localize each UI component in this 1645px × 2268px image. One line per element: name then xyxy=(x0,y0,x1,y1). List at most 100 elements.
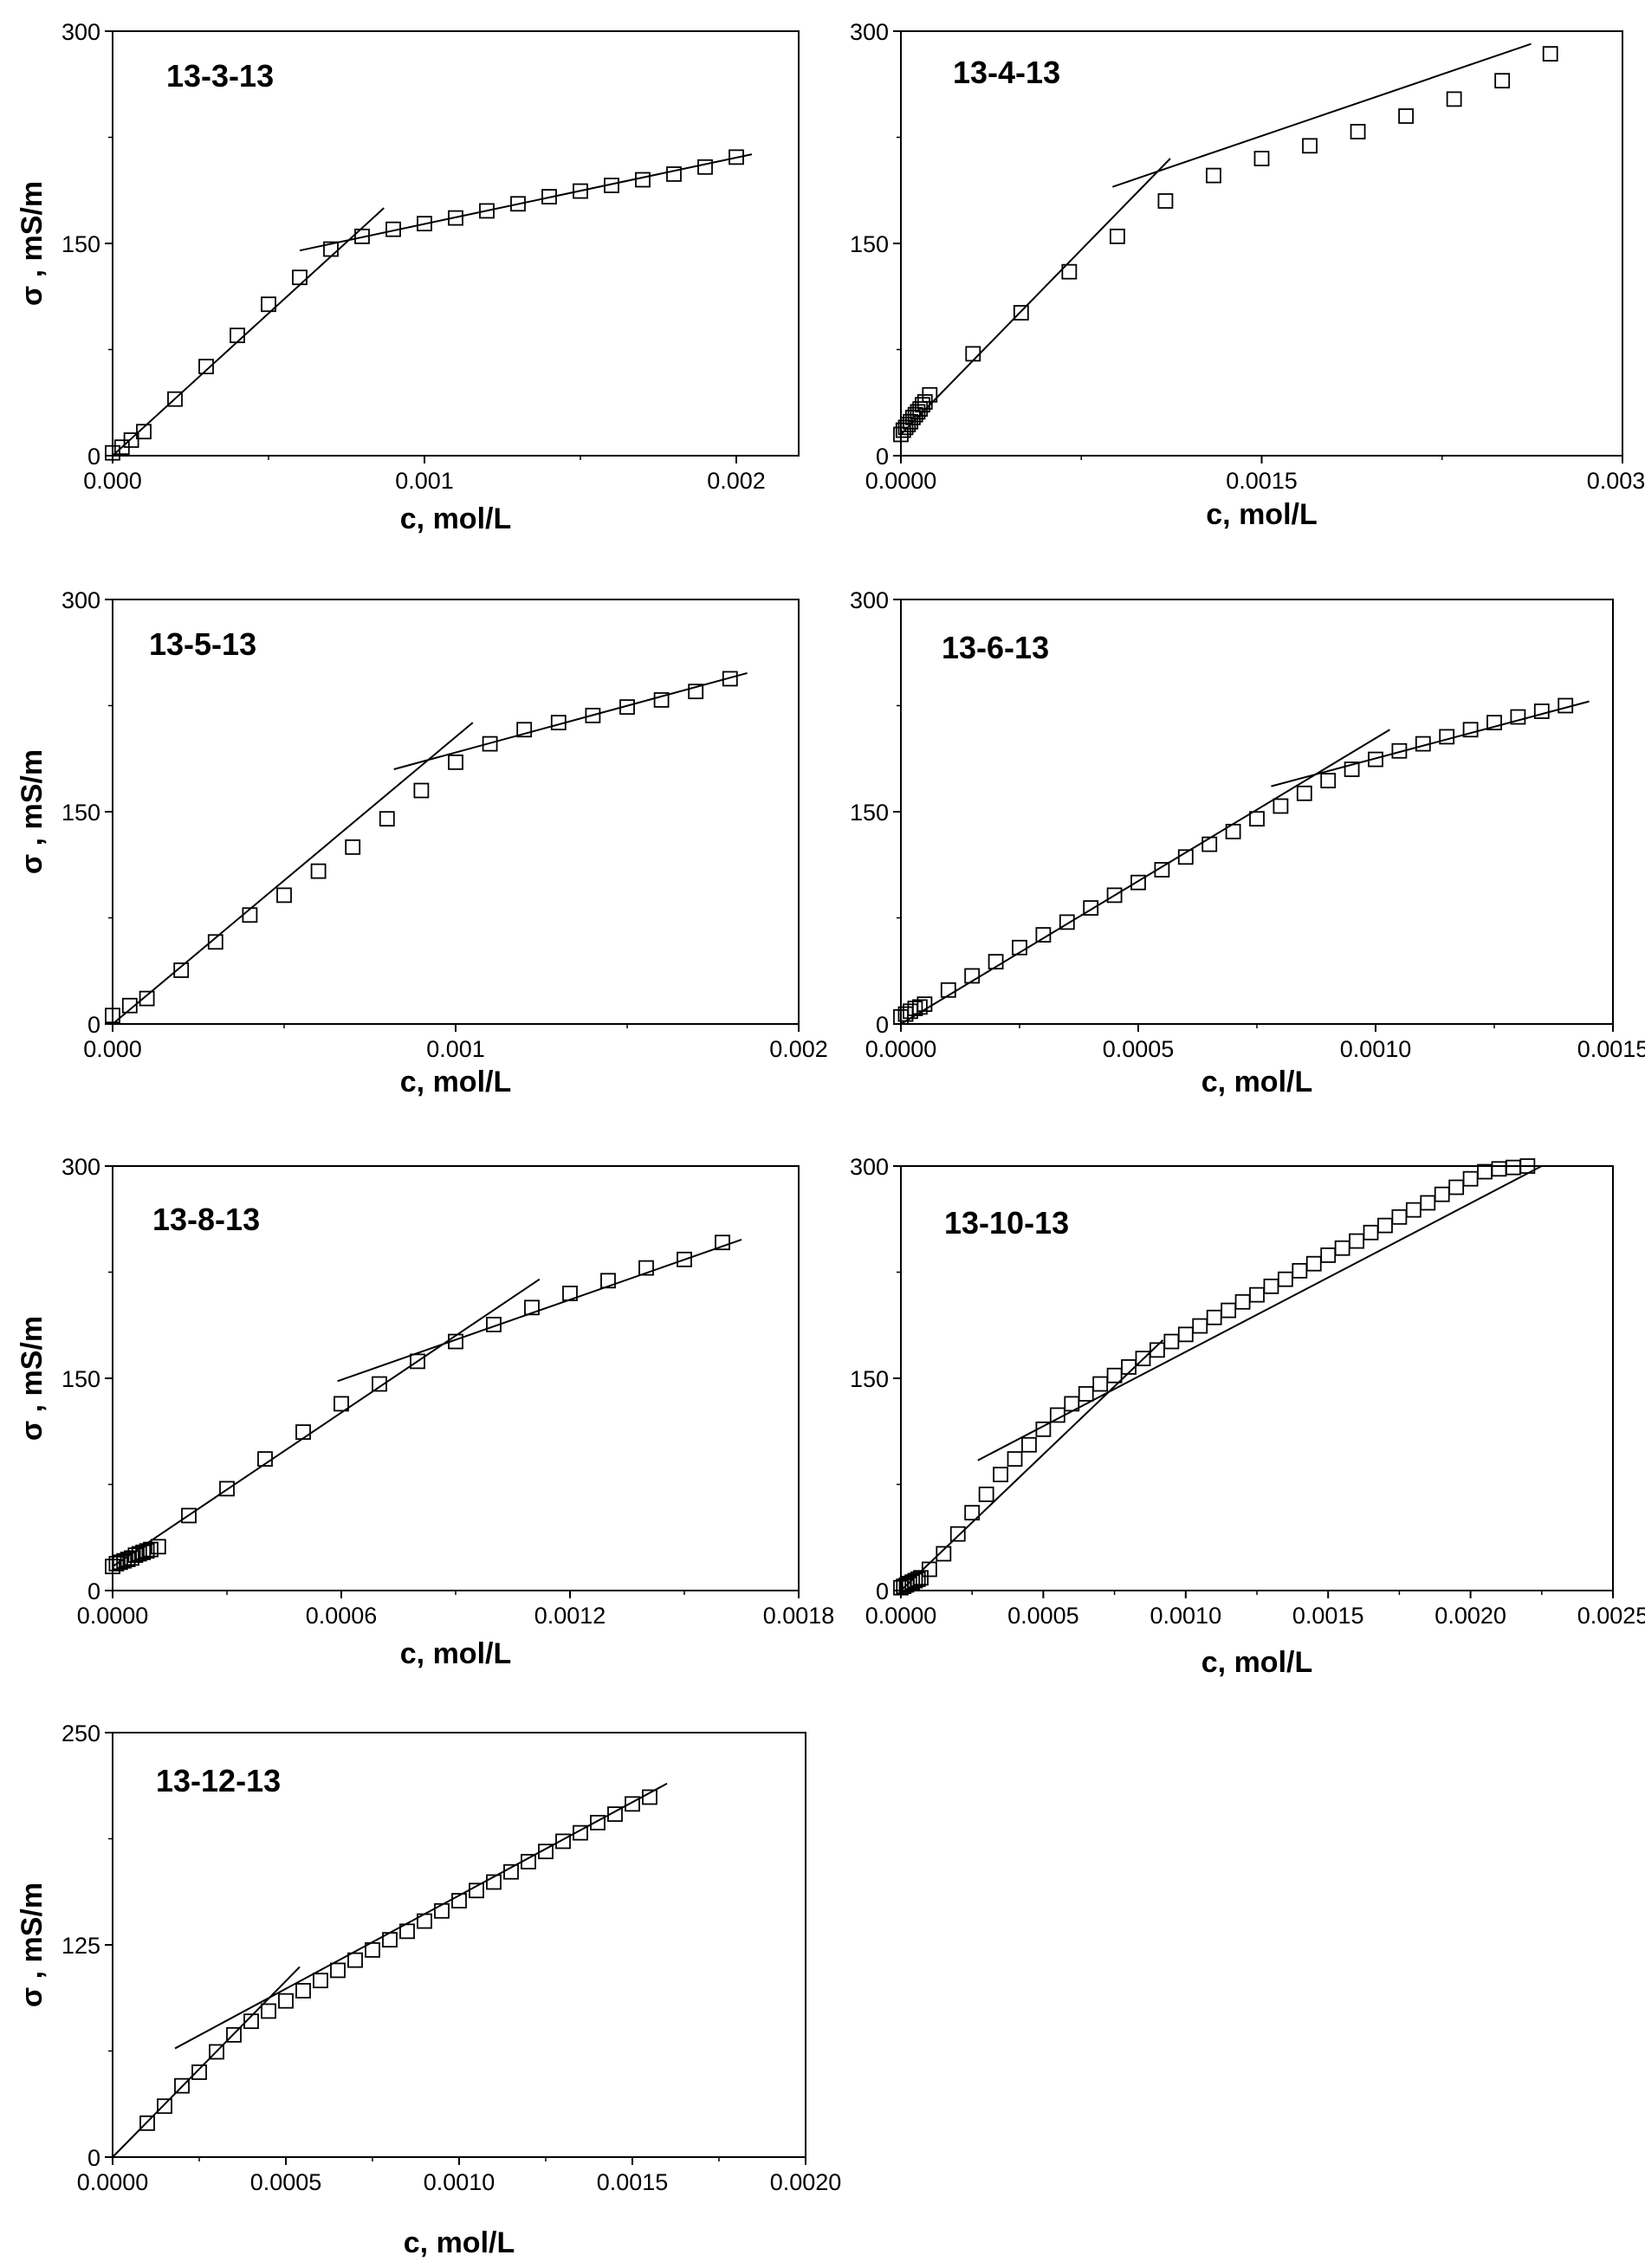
data-point xyxy=(174,2077,190,2094)
data-point xyxy=(434,1902,450,1919)
data-point xyxy=(276,887,292,904)
data-point xyxy=(1206,167,1221,184)
data-point xyxy=(1558,697,1574,714)
x-tick-label: 0.0000 xyxy=(865,468,937,494)
data-point xyxy=(1192,1318,1208,1334)
data-point xyxy=(1363,1224,1379,1241)
x-tick-label: 0.0015 xyxy=(597,2169,669,2195)
data-point xyxy=(607,1806,623,1822)
data-point xyxy=(448,1333,463,1350)
data-point xyxy=(417,1913,432,1929)
data-point xyxy=(1420,1195,1436,1211)
data-point xyxy=(715,1234,730,1251)
data-point xyxy=(573,1824,588,1841)
data-point xyxy=(313,1973,328,1989)
data-point xyxy=(1486,715,1502,730)
data-point xyxy=(562,1286,578,1301)
data-point xyxy=(573,183,588,199)
data-point xyxy=(354,228,370,244)
data-point xyxy=(1130,874,1146,891)
data-point xyxy=(590,1814,606,1831)
x-axis-label: c, mol/L xyxy=(1201,1646,1312,1679)
data-point xyxy=(1368,751,1383,768)
data-point xyxy=(697,159,713,175)
data-point xyxy=(1533,703,1550,719)
panel-title: 13-8-13 xyxy=(152,1202,260,1237)
y-tick-label: 150 xyxy=(850,231,889,257)
data-point xyxy=(1021,1436,1037,1453)
data-point xyxy=(486,1317,502,1332)
data-point xyxy=(1035,1421,1052,1437)
data-point xyxy=(1305,1255,1322,1272)
data-point xyxy=(191,2064,207,2080)
data-point xyxy=(907,1572,923,1589)
y-axis-label: σ , mS/m xyxy=(16,181,49,306)
data-point xyxy=(910,1571,926,1587)
fit-line xyxy=(900,1339,1164,1591)
data-point xyxy=(1234,1293,1251,1310)
x-tick-label: 0.0005 xyxy=(1007,1603,1079,1629)
data-point xyxy=(1292,1262,1308,1279)
data-point xyxy=(893,1008,909,1025)
data-point xyxy=(1462,722,1479,738)
x-axis-label: c, mol/L xyxy=(400,1066,511,1098)
data-point xyxy=(688,684,704,700)
x-tick-label: 0.0025 xyxy=(1577,1603,1645,1629)
data-point xyxy=(1157,193,1174,209)
y-tick-label: 300 xyxy=(850,587,889,613)
data-point xyxy=(619,699,635,716)
data-point xyxy=(1350,124,1366,139)
data-point xyxy=(230,327,245,344)
data-point xyxy=(310,863,327,879)
data-point xyxy=(1542,46,1558,62)
data-point xyxy=(261,2003,276,2019)
y-tick-label: 300 xyxy=(62,587,100,613)
x-axis-label: c, mol/L xyxy=(1206,498,1317,531)
data-point xyxy=(729,149,744,165)
data-point xyxy=(1201,836,1218,852)
data-point xyxy=(1377,1217,1393,1234)
y-axis-label: σ , mS/m xyxy=(16,749,49,874)
y-tick-label: 300 xyxy=(62,19,100,45)
x-tick-label: 0.0000 xyxy=(77,2169,149,2195)
data-point xyxy=(1035,927,1052,943)
data-point xyxy=(642,1789,657,1805)
data-point xyxy=(181,1507,197,1524)
data-point xyxy=(448,210,463,226)
data-point xyxy=(625,1796,640,1812)
data-point xyxy=(345,839,361,855)
data-point xyxy=(1506,1159,1521,1176)
data-point xyxy=(1434,1186,1450,1202)
data-point xyxy=(139,990,155,1007)
data-point xyxy=(372,1376,387,1392)
data-point xyxy=(1296,785,1312,801)
y-tick-label: 0 xyxy=(876,1578,889,1604)
data-point xyxy=(1334,1240,1350,1256)
data-point xyxy=(139,1543,155,1559)
y-tick-label: 250 xyxy=(62,1720,100,1746)
data-point xyxy=(988,954,1004,970)
fit-line xyxy=(112,722,474,1025)
data-point xyxy=(1049,1407,1065,1423)
plot-frame xyxy=(112,30,800,457)
data-point xyxy=(550,715,567,730)
data-point xyxy=(1206,1309,1222,1325)
data-point xyxy=(1092,1376,1109,1392)
data-point xyxy=(257,1451,273,1467)
data-point xyxy=(1007,1451,1023,1467)
data-point xyxy=(198,359,214,375)
data-point xyxy=(448,754,463,770)
data-point xyxy=(365,1941,380,1958)
panel-title: 13-4-13 xyxy=(953,55,1060,90)
x-tick-label: 0.0012 xyxy=(534,1603,606,1629)
y-tick-label: 300 xyxy=(850,1154,889,1180)
data-point xyxy=(295,1983,311,1999)
data-point xyxy=(157,2098,172,2115)
x-tick-label: 0.002 xyxy=(769,1036,828,1062)
x-tick-label: 0.0020 xyxy=(1435,1603,1506,1629)
data-point xyxy=(1510,709,1526,725)
data-point xyxy=(904,1574,921,1591)
data-point xyxy=(1225,823,1241,839)
